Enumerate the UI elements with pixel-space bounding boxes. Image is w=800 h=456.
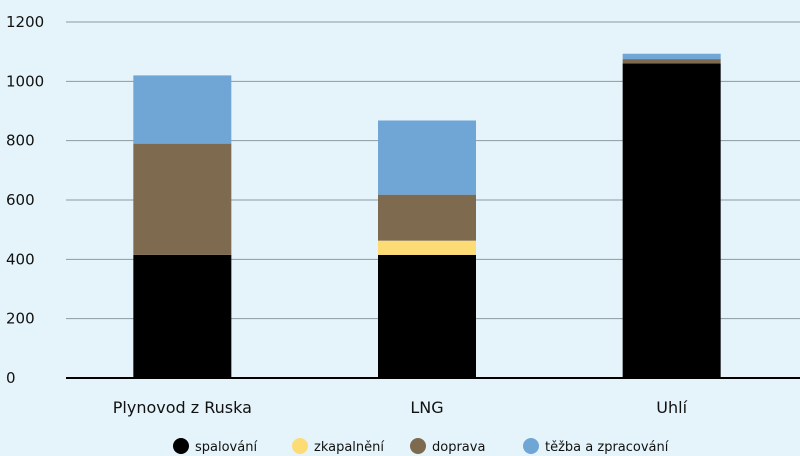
bar-segment-2-3: [622, 53, 721, 60]
y-tick-label: 0: [6, 369, 16, 387]
y-tick-label: 1000: [6, 72, 44, 90]
y-tick-label: 600: [6, 191, 35, 209]
x-category-label: Plynovod z Ruska: [113, 398, 252, 417]
legend-marker-0: [173, 438, 189, 454]
legend-label-2: doprava: [432, 440, 485, 455]
x-category-label: LNG: [410, 398, 443, 417]
y-tick-label: 1200: [6, 13, 44, 31]
x-axis-category-labels: Plynovod z Ruska LNG Uhlí: [113, 398, 688, 417]
legend-label-0: spalování: [195, 440, 257, 455]
y-axis-tick-labels: 0 200 400 600 800 1000 1200: [6, 13, 44, 387]
bar-segment-0-2: [133, 143, 232, 255]
bars: [133, 53, 721, 379]
legend-marker-1: [292, 438, 308, 454]
bar-segment-2-2: [622, 59, 721, 64]
bar-segment-0-3: [133, 75, 232, 144]
bar-segment-1-3: [378, 120, 476, 195]
legend-label-1: zkapalnění: [314, 440, 384, 455]
legend: spalování zkapalnění doprava těžba a zpraco…: [173, 438, 669, 455]
legend-marker-2: [410, 438, 426, 454]
x-category-label: Uhlí: [656, 398, 687, 417]
y-tick-label: 200: [6, 310, 35, 328]
legend-label-3: těžba a zpracování: [545, 440, 669, 455]
bar-segment-2-0: [622, 63, 721, 379]
legend-marker-3: [523, 438, 539, 454]
bar-segment-1-0: [378, 254, 476, 378]
bar-segment-0-0: [133, 254, 232, 378]
bar-segment-1-1: [378, 240, 476, 255]
y-tick-label: 400: [6, 250, 35, 268]
bar-segment-1-2: [378, 194, 476, 241]
y-tick-label: 800: [6, 132, 35, 150]
